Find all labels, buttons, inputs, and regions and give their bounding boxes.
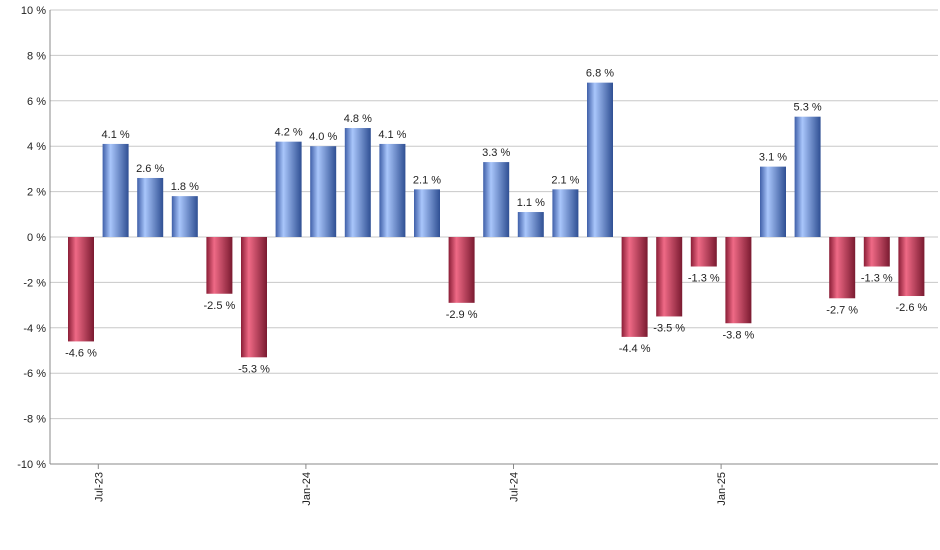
bar — [517, 212, 544, 237]
bar — [379, 143, 406, 237]
y-tick-label: 8 % — [27, 50, 46, 62]
bar — [656, 237, 683, 317]
bar — [275, 141, 302, 237]
bar — [102, 143, 129, 237]
y-tick-label: -6 % — [23, 368, 46, 380]
bar — [621, 237, 648, 337]
data-label: 4.1 % — [378, 129, 406, 141]
bar — [137, 177, 164, 237]
y-tick-label: -2 % — [23, 277, 46, 289]
bar — [483, 162, 510, 237]
bar — [68, 237, 94, 342]
axes — [49, 10, 938, 469]
bar — [690, 237, 717, 267]
data-label: 4.8 % — [344, 113, 372, 125]
data-label: -1.3 % — [688, 273, 720, 285]
data-label: 4.1 % — [102, 129, 130, 141]
data-label: 2.1 % — [551, 174, 579, 186]
data-label: -3.8 % — [723, 329, 755, 341]
bar — [241, 237, 267, 358]
data-label: 2.1 % — [413, 174, 441, 186]
bar — [448, 237, 475, 303]
bar — [760, 166, 786, 237]
data-label: 5.3 % — [794, 102, 822, 114]
bar — [587, 82, 613, 237]
data-label: 3.1 % — [759, 152, 787, 164]
data-label: -3.5 % — [653, 322, 685, 334]
bar — [206, 237, 233, 294]
bars — [68, 82, 925, 358]
data-label: -2.5 % — [204, 300, 236, 312]
data-labels: -4.6 % 4.1 % 2.6 % 1.8 % -2.5 % -5.3 % 4.2 % 4.… — [65, 68, 927, 376]
data-label: 3.3 % — [482, 147, 510, 159]
data-label: -4.6 % — [65, 347, 97, 359]
data-label: 1.8 % — [171, 181, 199, 193]
data-label: -4.4 % — [619, 343, 651, 355]
x-axis-tick-labels: Jul-23 Jan-24 Jul-24 Jan-25 — [93, 472, 728, 506]
y-tick-label: 0 % — [27, 232, 46, 244]
data-label: -2.7 % — [826, 304, 858, 316]
y-tick-label: 2 % — [27, 187, 46, 199]
y-axis-tick-labels: 10 % 8 % 6 % 4 % 2 % 0 % -2 % -4 % -6 % -8 % -10 % — [17, 5, 46, 471]
data-label: 1.1 % — [517, 197, 545, 209]
y-tick-label: 4 % — [27, 141, 46, 153]
x-tick-label: Jan-25 — [716, 472, 728, 506]
data-label: 4.0 % — [309, 131, 337, 143]
bar — [863, 237, 890, 267]
bar — [552, 189, 579, 237]
bar — [310, 146, 337, 237]
bar — [344, 128, 371, 237]
y-tick-label: -4 % — [23, 323, 46, 335]
bar — [725, 237, 752, 324]
x-tick-label: Jul-23 — [93, 472, 105, 502]
y-tick-label: 6 % — [27, 96, 46, 108]
bar — [794, 116, 821, 237]
y-tick-label: -10 % — [17, 459, 46, 471]
bar — [171, 196, 198, 237]
bar — [898, 237, 925, 297]
bar — [414, 189, 440, 237]
data-label: -2.6 % — [896, 302, 928, 314]
y-tick-label: -8 % — [23, 414, 46, 426]
x-tick-label: Jan-24 — [301, 472, 313, 506]
y-tick-label: 10 % — [21, 5, 46, 17]
bar — [829, 237, 856, 299]
data-label: 2.6 % — [136, 163, 164, 175]
data-label: -5.3 % — [238, 363, 270, 375]
data-label: 6.8 % — [586, 68, 614, 80]
data-label: 4.2 % — [275, 127, 303, 139]
x-tick-label: Jul-24 — [509, 472, 521, 502]
data-label: -2.9 % — [446, 309, 478, 321]
data-label: -1.3 % — [861, 273, 893, 285]
